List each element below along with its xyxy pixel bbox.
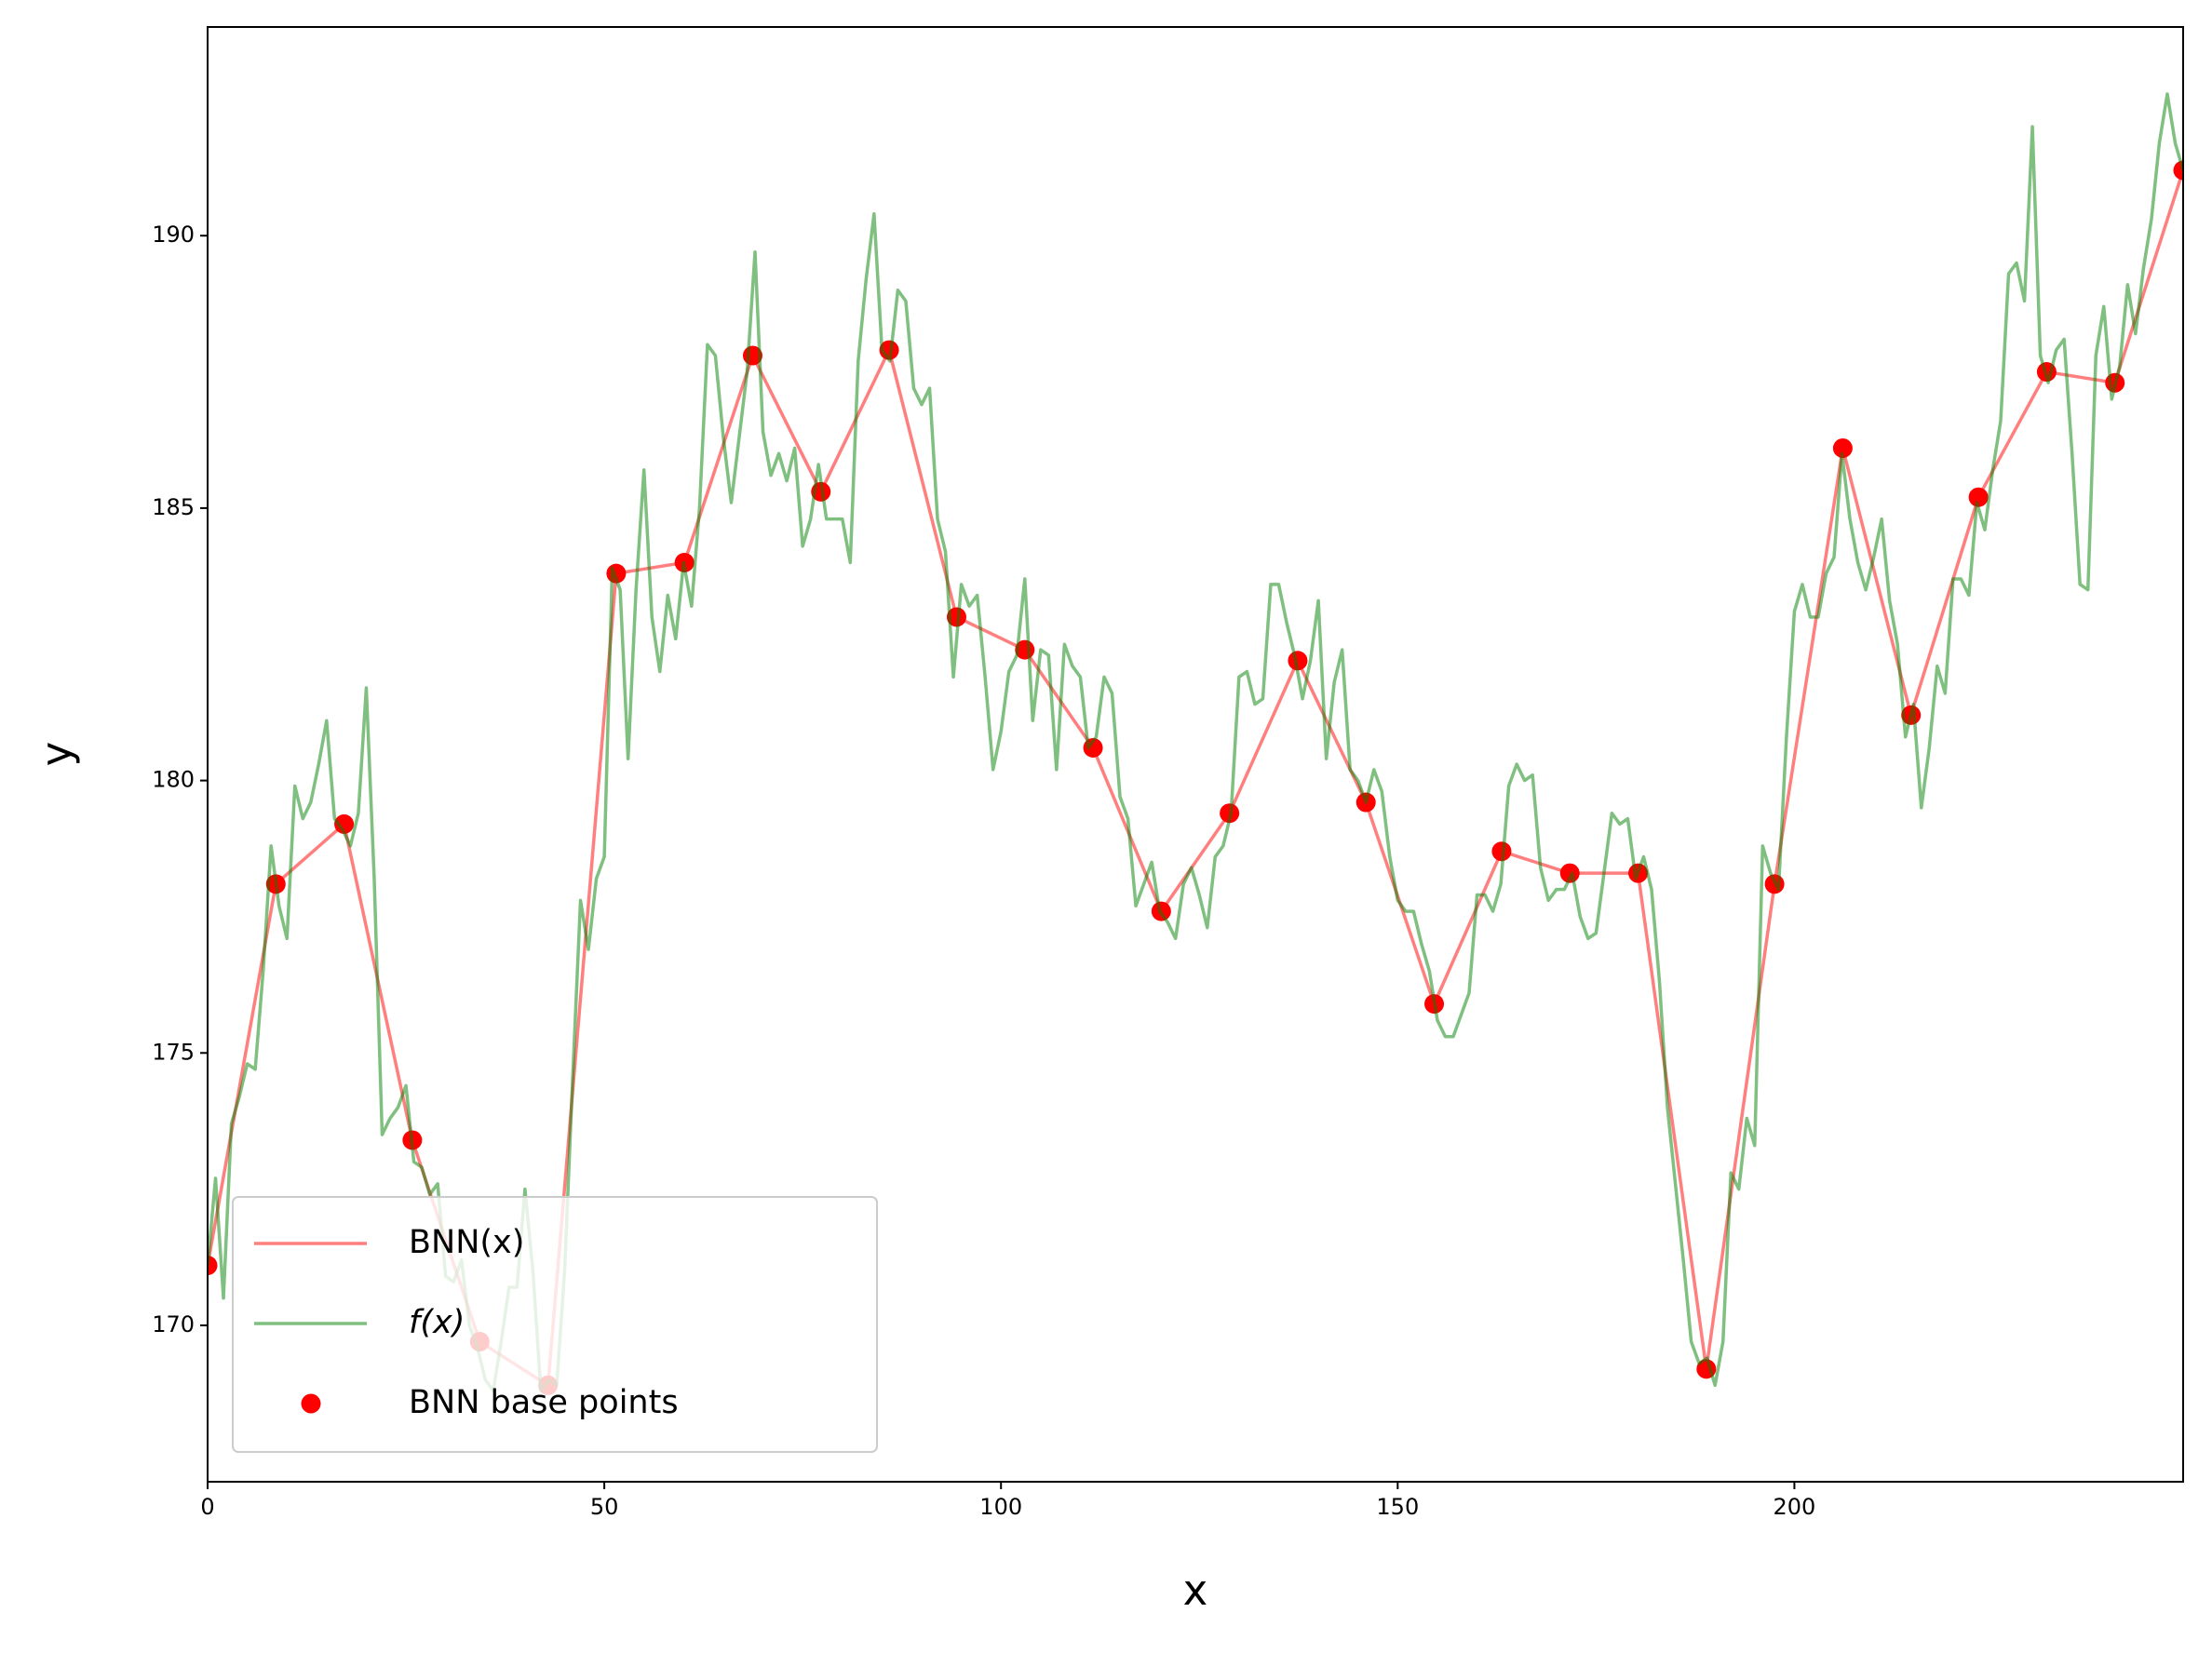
legend: BNN(x) f(x) BNN base points xyxy=(232,1196,878,1453)
legend-label: BNN(x) xyxy=(409,1224,524,1261)
y-tick-label: 170 xyxy=(152,1311,195,1337)
legend-marker xyxy=(301,1393,321,1414)
x-axis-label: x xyxy=(1183,1566,1208,1615)
legend-label: f(x) xyxy=(409,1304,465,1341)
legend-box xyxy=(232,1196,878,1453)
legend-label: BNN base points xyxy=(409,1384,679,1421)
x-tick-label: 200 xyxy=(1774,1494,1816,1520)
axes-frame xyxy=(207,26,2184,1483)
x-tick-label: 100 xyxy=(979,1494,1022,1520)
y-tick-label: 175 xyxy=(152,1039,195,1065)
y-axis-label: y xyxy=(32,742,81,767)
x-tick-label: 0 xyxy=(200,1494,214,1520)
x-tick-label: 50 xyxy=(590,1494,619,1520)
y-tick-label: 190 xyxy=(152,222,195,248)
y-tick-label: 185 xyxy=(152,494,195,520)
x-tick-label: 150 xyxy=(1376,1494,1419,1520)
y-tick-label: 180 xyxy=(152,767,195,793)
